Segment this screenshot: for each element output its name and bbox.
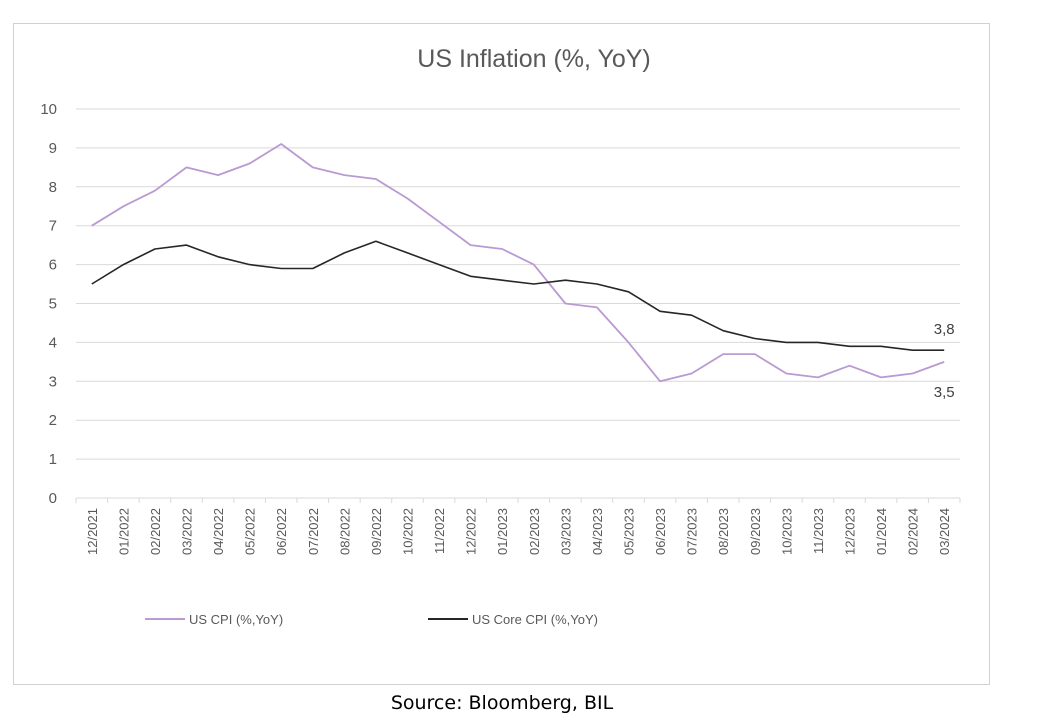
series-line-cpi bbox=[91, 143, 945, 383]
x-tick-label: 02/2024 bbox=[906, 508, 921, 555]
chart-frame bbox=[13, 23, 990, 685]
y-tick-label: 6 bbox=[49, 257, 57, 274]
legend: US CPI (%,YoY) US Core CPI (%,YoY) bbox=[145, 612, 598, 627]
y-tick-label: 8 bbox=[49, 179, 57, 196]
x-tick-label: 03/2022 bbox=[180, 508, 195, 555]
x-tick-label: 02/2023 bbox=[527, 508, 542, 555]
y-tick-label: 5 bbox=[49, 296, 57, 313]
x-tick-label: 11/2023 bbox=[811, 508, 826, 554]
x-tick-label: 12/2021 bbox=[85, 508, 100, 555]
x-tick-label: 04/2023 bbox=[590, 508, 605, 555]
series-lines bbox=[91, 143, 945, 383]
data-label-cpi-last: 3,5 bbox=[934, 384, 955, 401]
x-tick-label: 12/2022 bbox=[464, 508, 479, 555]
x-tick-label: 05/2023 bbox=[622, 508, 637, 555]
x-tick-label: 05/2022 bbox=[243, 508, 258, 555]
x-tick-label: 09/2023 bbox=[748, 508, 763, 555]
x-tick-label: 01/2022 bbox=[116, 508, 131, 555]
x-tick-label: 10/2022 bbox=[401, 508, 416, 555]
x-tick-label: 10/2023 bbox=[779, 508, 794, 555]
y-tick-label: 1 bbox=[49, 451, 57, 468]
x-tick-label: 01/2023 bbox=[495, 508, 510, 555]
x-tick-label: 06/2022 bbox=[274, 508, 289, 555]
y-tick-label: 0 bbox=[49, 490, 57, 507]
x-tick-label: 03/2024 bbox=[937, 508, 952, 555]
series-line-core-cpi bbox=[91, 240, 945, 352]
x-tick-label: 02/2022 bbox=[148, 508, 163, 555]
end-labels: 3,5 3,8 bbox=[934, 321, 955, 401]
x-tick-label: 01/2024 bbox=[874, 508, 889, 555]
gridlines bbox=[76, 108, 960, 499]
y-tick-label: 4 bbox=[49, 334, 57, 351]
x-tick-label: 12/2023 bbox=[843, 508, 858, 555]
x-tick-label: 11/2022 bbox=[432, 508, 447, 554]
source-caption: Source: Bloomberg, BIL bbox=[390, 692, 614, 714]
data-label-core-cpi-last: 3,8 bbox=[934, 321, 955, 338]
x-tick-label: 06/2023 bbox=[653, 508, 668, 555]
legend-label-cpi: US CPI (%,YoY) bbox=[189, 612, 283, 627]
x-tick-label: 08/2022 bbox=[337, 508, 352, 555]
chart-title: US Inflation (%, YoY) bbox=[417, 45, 650, 73]
x-tick-label: 03/2023 bbox=[558, 508, 573, 555]
x-tick-label: 09/2022 bbox=[369, 508, 384, 555]
y-axis-ticks: 0 1 2 3 4 5 6 7 8 9 10 bbox=[40, 101, 57, 507]
y-tick-label: 3 bbox=[49, 373, 57, 390]
x-tick-label: 07/2023 bbox=[685, 508, 700, 555]
y-tick-label: 2 bbox=[49, 412, 57, 429]
y-tick-label: 9 bbox=[49, 140, 57, 157]
x-tick-label: 08/2023 bbox=[716, 508, 731, 555]
x-tick-label: 07/2022 bbox=[306, 508, 321, 555]
x-tick-label: 04/2022 bbox=[211, 508, 226, 555]
x-axis-ticks: 12/2021 01/2022 02/2022 03/2022 04/2022 05/20… bbox=[75, 498, 961, 555]
y-tick-label: 10 bbox=[40, 101, 57, 118]
legend-label-core-cpi: US Core CPI (%,YoY) bbox=[472, 612, 598, 627]
y-tick-label: 7 bbox=[49, 218, 57, 235]
